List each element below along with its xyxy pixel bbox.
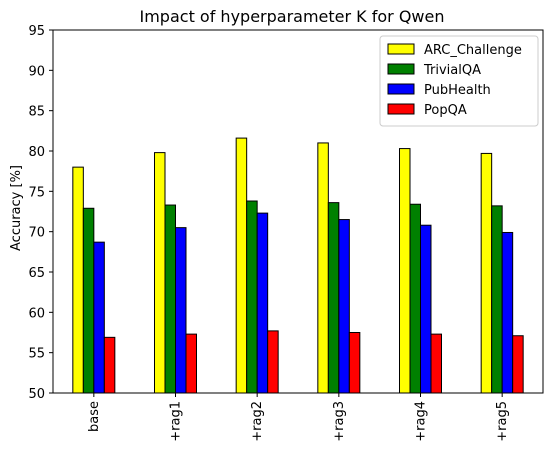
x-tick-label: +rag2 — [250, 401, 265, 442]
y-axis-label: Accuracy [%] — [9, 165, 24, 251]
y-tick-label: 95 — [28, 24, 45, 39]
y-tick-label: 50 — [28, 387, 45, 402]
chart-marks: 50 55 60 65 70 75 80 85 90 95 base +rag1 +rag2 +rag3 +… — [28, 24, 524, 442]
x-tick-label: +rag1 — [169, 401, 184, 442]
bar-trivialqa-base — [82, 207, 95, 394]
legend-label: ARC_Challenge — [424, 43, 522, 58]
x-tick-label: +rag5 — [495, 401, 510, 442]
bar-pubhealth-rag3 — [338, 219, 350, 394]
bar-popqa-rag3 — [348, 332, 361, 394]
legend-label: PopQA — [424, 103, 467, 118]
bar-arc-challenge-rag2 — [235, 137, 248, 394]
bar-trivialqa-rag1 — [164, 204, 176, 394]
bar-arc-challenge-rag5 — [480, 152, 493, 394]
legend-label: PubHealth — [424, 83, 491, 98]
bar-trivialqa-rag4 — [409, 203, 421, 394]
y-tick-label: 80 — [28, 145, 45, 160]
legend: ARC_Challenge TrivialQA PubHealth PopQA — [379, 35, 539, 127]
bar-pubhealth-base — [93, 241, 105, 394]
bar-popqa-rag1 — [185, 333, 197, 394]
bar-arc-challenge-rag4 — [399, 148, 411, 394]
bar-popqa-base — [103, 336, 116, 394]
y-tick-label: 65 — [28, 266, 45, 281]
bar-pubhealth-rag1 — [175, 227, 187, 394]
bar-trivialqa-rag5 — [491, 205, 503, 394]
legend-swatch — [387, 103, 415, 115]
x-tick-label: base — [87, 401, 102, 432]
bar-pubhealth-rag5 — [501, 231, 514, 394]
bar-arc-challenge-base — [72, 166, 84, 394]
bar-trivialqa-rag2 — [246, 200, 258, 394]
bar-popqa-rag5 — [512, 335, 524, 394]
bar-arc-challenge-rag3 — [317, 142, 329, 394]
bar-pubhealth-rag2 — [256, 212, 269, 394]
plot-frame — [52, 29, 544, 394]
y-tick-label: 85 — [28, 105, 45, 120]
legend-swatch — [387, 43, 415, 55]
bar-trivialqa-rag3 — [327, 202, 340, 394]
bar-pubhealth-rag4 — [420, 224, 432, 394]
bar-arc-challenge-rag1 — [154, 152, 166, 394]
legend-swatch — [387, 63, 415, 75]
y-tick-label: 70 — [28, 226, 45, 241]
y-tick-label: 55 — [28, 347, 45, 362]
bar-popqa-rag2 — [267, 330, 279, 394]
legend-swatch — [387, 83, 415, 95]
bar-popqa-rag4 — [430, 333, 442, 394]
y-tick-label: 90 — [28, 64, 45, 79]
legend-label: TrivialQA — [423, 63, 481, 78]
x-tick-label: +rag4 — [414, 401, 429, 442]
y-tick-label: 75 — [28, 185, 45, 200]
chart-title: Impact of hyperparameter K for Qwen — [140, 7, 445, 26]
y-tick-label: 60 — [28, 306, 45, 321]
legend-box — [379, 35, 539, 127]
x-tick-label: +rag3 — [332, 401, 347, 442]
